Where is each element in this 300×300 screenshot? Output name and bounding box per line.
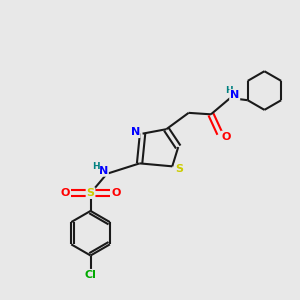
Text: H: H	[225, 86, 232, 95]
Text: H: H	[92, 162, 99, 171]
Text: Cl: Cl	[85, 270, 97, 280]
Text: N: N	[99, 166, 108, 176]
Text: O: O	[221, 132, 230, 142]
Text: S: S	[87, 188, 94, 198]
Text: N: N	[130, 127, 140, 137]
Text: N: N	[230, 90, 239, 100]
Text: O: O	[111, 188, 121, 198]
Text: O: O	[61, 188, 70, 198]
Text: S: S	[175, 164, 183, 174]
